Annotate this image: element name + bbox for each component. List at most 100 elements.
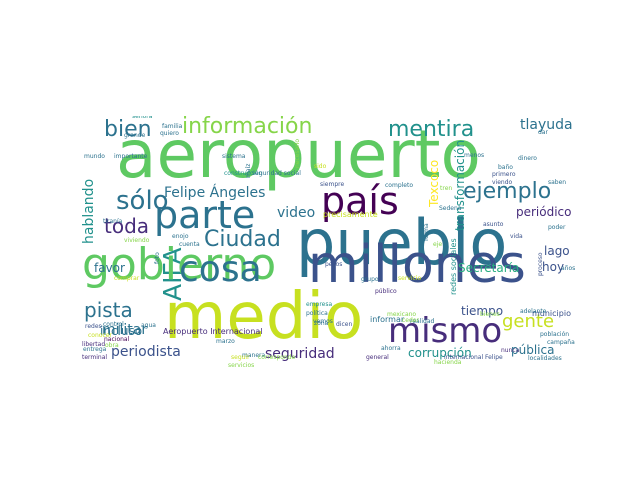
cloud-word: sistema [222,153,246,160]
cloud-word: seguir [231,354,250,361]
cloud-word: seguridad [265,346,335,362]
cloud-word: nacional [104,336,130,343]
cloud-word: forma [423,223,430,241]
cloud-word: obra [105,342,119,349]
cloud-word: primero [492,171,516,178]
cloud-word: necesario [294,138,301,168]
cloud-word: seguridad social [252,170,301,177]
cloud-word: empresa [306,301,333,308]
cloud-word: Secretaría [458,261,520,275]
cloud-word: tlayuda [520,117,573,133]
cloud-word: nunca [501,347,520,354]
cloud-word: maíz [245,163,252,178]
cloud-word: completo [385,182,414,189]
cloud-word: conocer [88,332,112,339]
cloud-word: dar [538,129,548,136]
cloud-word: poder [548,224,566,231]
cloud-word: hacienda [434,359,462,366]
cloud-word: comprar [114,275,140,282]
cloud-word: información [182,116,313,139]
cloud-word: toda [104,214,150,238]
cloud-word: redes sociales [449,238,458,295]
cloud-word: gente [502,311,555,332]
cloud-word: política [306,310,328,317]
cloud-word: bien [104,117,152,142]
cloud-word: millones [308,235,526,295]
cloud-word: bienes [480,311,500,318]
cloud-word: pista [84,298,133,322]
cloud-word: vida [510,233,523,240]
cloud-word: vemos [313,318,333,325]
cloud-word: libertad [82,341,106,348]
cloud-word: adelante [520,308,547,315]
cloud-word: sólo [116,186,169,216]
cloud-word: hoy [542,260,565,274]
cloud-word: pesos [325,261,343,268]
cloud-word: marzo [216,338,235,345]
cloud-word: entrega [83,346,107,353]
cloud-word: lago [544,244,570,258]
cloud-word: informar [370,315,405,324]
cloud-word: enojo [172,233,189,240]
cloud-word: construcción [224,170,263,177]
cloud-word: realidad [410,318,435,325]
cloud-word: mexicano [387,311,417,318]
cloud-word: público [375,288,397,295]
cloud-word: foto [154,252,161,264]
cloud-word: proceso [537,252,544,276]
cloud-word: mentira [388,117,475,142]
cloud-word: cuenta [179,241,200,248]
cloud-word: eje [433,241,443,248]
cloud-word: servicios [228,362,255,369]
cloud-word: video [277,205,316,221]
cloud-word: precisamente [323,210,378,219]
cloud-word: tiranía [103,218,123,225]
cloud-word: ejemplo [463,179,552,204]
cloud-word: menos [464,152,485,159]
cloud-word: mundo [84,153,105,160]
cloud-word: campaña [547,339,575,346]
cloud-word: servicio [398,275,422,282]
cloud-word: tren [440,185,453,192]
word-cloud: AIFA aeropuerto medio pueblo millones go… [80,116,576,369]
cloud-word: municipio [532,309,571,318]
cloud-word: pública [511,343,555,357]
cloud-word: Texcoco [427,159,441,207]
cloud-word: corresponde [258,354,296,361]
cloud-word: manera [242,352,266,359]
cloud-word: familia [162,123,183,130]
cloud-word: medio [164,280,364,354]
cloud-word: control [103,321,124,328]
cloud-word: señora [132,116,153,120]
cloud-word: agua [141,322,156,329]
cloud-word: ahorra [381,345,401,352]
cloud-word: años [561,265,576,272]
cloud-word: incluso [100,324,143,338]
cloud-word: periódico [516,205,572,219]
cloud-word: pueblo [296,206,508,279]
cloud-word: general [366,354,389,361]
cloud-word: redes [85,323,102,330]
cloud-word: asunto [483,221,504,228]
cloud-word: favor [94,261,125,275]
cloud-word: Ciudad [204,227,281,252]
cloud-word: viendo [492,179,513,186]
cloud-word: Aeropuerto Internacional [163,327,263,336]
cloud-word: mismo [388,311,503,351]
cloud-word: zona [314,320,329,327]
cloud-word: Felipe Ángeles [164,185,266,201]
cloud-word: importante [114,153,148,160]
cloud-word: grupo [361,276,379,283]
cloud-word: viviendo [124,237,150,244]
cloud-word: país [321,179,399,223]
cloud-word: aeropuerto [116,116,481,193]
cloud-word: periodista [111,344,181,360]
cloud-word: ceder [402,317,419,324]
cloud-word: hablando [81,178,97,244]
cloud-word: localidades [528,355,562,362]
cloud-word: quiero [160,130,179,137]
cloud-word: Sedena [439,205,462,212]
cloud-word: parte [154,193,256,237]
cloud-word: internacional Felipe [444,354,503,361]
